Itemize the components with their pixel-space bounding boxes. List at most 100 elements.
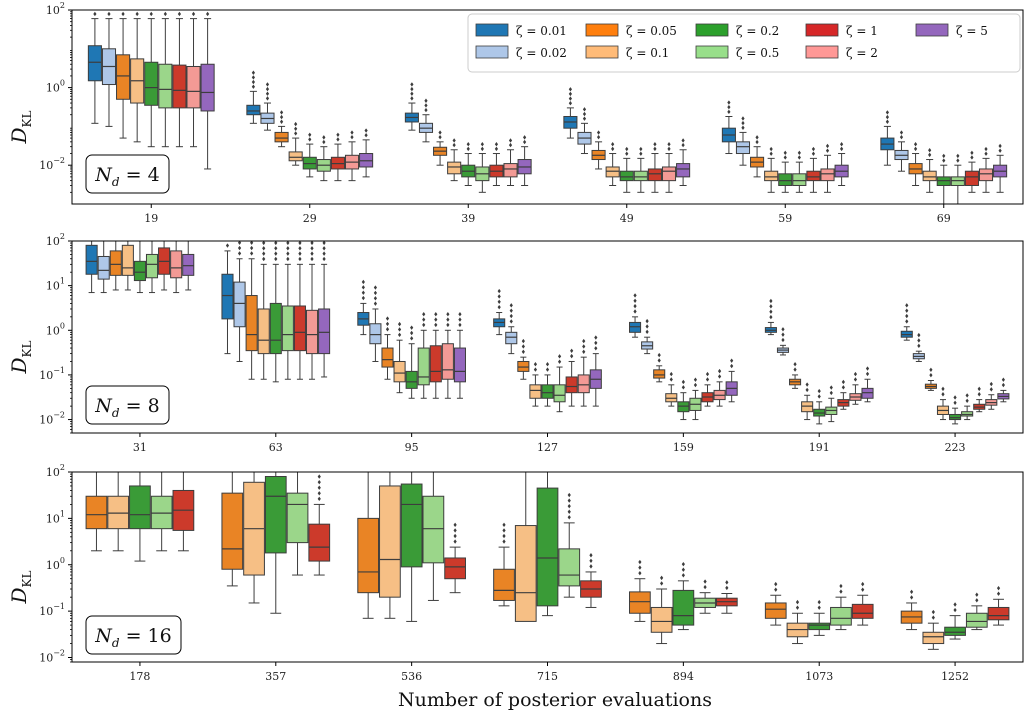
outlier-point: [364, 132, 368, 138]
outlier-point: [582, 338, 586, 344]
outlier-point: [741, 125, 745, 130]
outlier-point: [817, 605, 821, 610]
box-39-6: [475, 142, 490, 193]
outlier-point: [953, 400, 957, 406]
box-223-9: [997, 377, 1010, 403]
outlier-point: [705, 377, 710, 382]
outlier-point: [928, 148, 932, 153]
outlier-point: [567, 515, 571, 520]
outlier-point: [350, 134, 354, 140]
outlier-point: [797, 150, 801, 156]
legend-label: ζ = 0.2: [736, 24, 779, 38]
x-tick-label: 191: [809, 441, 830, 454]
x-tick-label: 357: [265, 670, 286, 683]
outlier-point: [811, 151, 816, 156]
box-49-2: [577, 107, 592, 155]
box-1073-5: [851, 581, 874, 626]
outlier-point: [942, 153, 946, 159]
outlier-point: [660, 575, 664, 581]
box-body: [288, 151, 303, 162]
box-body: [400, 483, 423, 568]
outlier-point: [669, 371, 673, 377]
outlier-point: [265, 91, 270, 96]
outlier-point: [941, 392, 945, 397]
outlier-point: [298, 256, 302, 262]
outlier-point: [931, 609, 935, 615]
box-29-9: [359, 128, 374, 178]
box-178-4: [150, 472, 173, 552]
outlier-point: [250, 251, 254, 256]
box-127-2: [505, 303, 518, 355]
x-tick-label: 894: [673, 670, 694, 683]
panel-label-n: N: [94, 164, 113, 186]
outlier-point: [817, 599, 821, 605]
box-69-1: [880, 110, 895, 166]
outlier-point: [298, 251, 302, 256]
box-body: [233, 281, 246, 328]
outlier-point: [984, 146, 988, 152]
outlier-point: [262, 241, 266, 246]
outlier-point: [237, 245, 242, 251]
box-127-8: [577, 338, 590, 407]
outlier-point: [322, 251, 326, 256]
outlier-point: [557, 359, 562, 364]
box-body: [735, 141, 751, 155]
outlier-point: [853, 377, 858, 382]
outlier-point: [294, 121, 298, 127]
outlier-point: [660, 581, 664, 586]
box-178-1: [85, 472, 108, 552]
box-715-4: [558, 492, 581, 598]
outlier-point: [885, 114, 889, 120]
outlier-point: [385, 327, 390, 332]
box-body: [144, 61, 159, 106]
box-body: [97, 255, 110, 280]
outlier-point: [310, 246, 314, 251]
box-49-9: [676, 138, 691, 186]
outlier-point: [336, 137, 340, 142]
legend-entry: ζ = 2: [805, 45, 878, 60]
outlier-point: [373, 290, 378, 296]
legend-entry: ζ = 0.05: [585, 23, 677, 38]
box-body: [269, 302, 282, 355]
outlier-point: [452, 142, 456, 148]
y-tick-exponent: 0: [60, 321, 65, 330]
box-body: [851, 603, 874, 619]
outlier-point: [633, 303, 637, 309]
outlier-point: [121, 11, 125, 17]
box-body: [245, 295, 258, 352]
outlier-point: [568, 87, 572, 92]
box-body: [357, 517, 380, 594]
legend-entry: ζ = 1: [805, 23, 878, 38]
box-31-2: [97, 241, 110, 294]
box-159-4: [665, 371, 678, 407]
x-tick-label: 69: [937, 212, 951, 225]
outlier-point: [727, 100, 731, 105]
box-159-3: [653, 352, 666, 383]
legend-label: ζ = 0.5: [736, 46, 779, 60]
outlier-point: [885, 110, 889, 115]
box-body: [949, 413, 962, 421]
outlier-point: [279, 110, 284, 115]
box-29-8: [344, 130, 360, 182]
box-69-3: [908, 142, 923, 186]
box-body: [961, 411, 974, 417]
outlier-point: [755, 139, 759, 145]
box-191-9: [861, 366, 874, 403]
outlier-point: [781, 327, 785, 332]
box-body: [186, 65, 201, 109]
outlier-point: [905, 303, 909, 308]
outlier-point: [410, 330, 414, 336]
box-body: [133, 260, 146, 282]
box-191-3: [789, 362, 802, 389]
box-39-1: [404, 82, 419, 131]
box-body: [806, 170, 821, 182]
outlier-point: [703, 579, 707, 584]
y-tick-label: 100: [46, 79, 65, 95]
box-223-8: [985, 381, 998, 410]
outlier-point: [336, 132, 340, 137]
outlier-point: [853, 371, 858, 377]
outlier-point: [317, 496, 321, 502]
box-19-7: [172, 11, 187, 148]
box-body: [221, 492, 244, 570]
box-63-7: [293, 241, 306, 380]
